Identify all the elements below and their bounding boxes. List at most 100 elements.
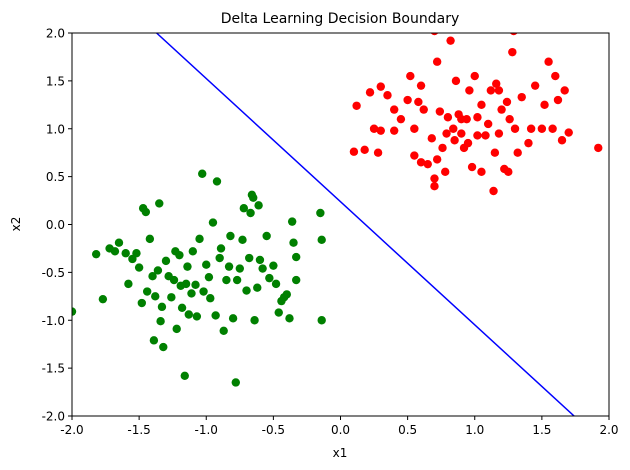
data-point-0-20 xyxy=(430,174,439,183)
data-point-1-83 xyxy=(317,235,326,245)
data-point-0-2 xyxy=(365,88,375,97)
data-point-1-85 xyxy=(121,249,130,258)
data-point-1-44 xyxy=(208,218,218,227)
data-point-0-63 xyxy=(553,95,563,105)
data-point-0-7 xyxy=(352,101,361,110)
data-point-1-27 xyxy=(175,250,184,260)
data-point-0-45 xyxy=(494,86,504,95)
data-point-1-58 xyxy=(239,204,249,213)
data-point-1-82 xyxy=(316,208,325,218)
data-point-0-48 xyxy=(502,97,512,107)
data-point-1-87 xyxy=(142,287,152,296)
y-tick-label: 0.0 xyxy=(46,218,65,232)
data-point-0-23 xyxy=(438,143,447,153)
y-tick-label: 0.5 xyxy=(46,170,65,184)
data-point-1-61 xyxy=(246,208,255,218)
data-point-0-74 xyxy=(473,113,482,122)
data-point-1-68 xyxy=(258,264,267,273)
data-point-1-32 xyxy=(183,262,192,271)
data-point-1-64 xyxy=(250,316,259,325)
data-point-0-10 xyxy=(403,95,412,105)
data-point-1-70 xyxy=(265,273,274,283)
data-point-0-25 xyxy=(442,129,451,138)
data-point-1-54 xyxy=(231,378,240,387)
y-tick-label: -1.0 xyxy=(42,314,65,328)
data-point-0-69 xyxy=(457,114,466,124)
data-point-0-1 xyxy=(360,145,369,155)
data-point-1-31 xyxy=(181,279,191,289)
data-point-1-23 xyxy=(167,293,176,302)
data-point-1-26 xyxy=(172,324,181,334)
y-tick-label: 1.5 xyxy=(46,74,65,88)
data-point-0-55 xyxy=(524,138,533,148)
data-point-0-42 xyxy=(489,186,498,196)
data-point-1-46 xyxy=(212,177,222,186)
data-point-0-77 xyxy=(383,91,392,100)
data-point-0-50 xyxy=(508,47,517,57)
data-point-1-13 xyxy=(148,272,157,281)
data-point-0-68 xyxy=(430,33,439,36)
data-point-0-8 xyxy=(390,126,399,135)
data-point-1-33 xyxy=(184,310,193,319)
data-point-1-2 xyxy=(98,294,108,304)
data-point-0-75 xyxy=(450,136,459,145)
data-point-1-20 xyxy=(159,342,168,352)
data-point-0-72 xyxy=(504,167,513,177)
data-point-1-53 xyxy=(228,314,238,323)
y-tick-label: -0.5 xyxy=(42,266,65,280)
data-point-0-18 xyxy=(427,134,436,143)
data-point-0-73 xyxy=(432,57,442,66)
data-point-0-70 xyxy=(390,105,399,114)
data-point-1-36 xyxy=(191,280,200,290)
x-tick-label: -0.5 xyxy=(262,423,285,437)
data-point-0-13 xyxy=(414,97,423,107)
data-point-1-59 xyxy=(242,286,251,295)
data-point-0-36 xyxy=(470,71,479,81)
data-point-1-9 xyxy=(137,298,147,308)
data-point-1-14 xyxy=(149,336,159,345)
data-point-1-34 xyxy=(187,289,196,298)
data-point-0-65 xyxy=(560,86,569,95)
x-tick-label: 0.0 xyxy=(331,423,350,437)
data-point-1-29 xyxy=(177,303,187,313)
data-point-1-60 xyxy=(245,253,254,263)
x-tick-label: 2.0 xyxy=(599,423,618,437)
data-point-1-39 xyxy=(198,169,207,178)
data-point-0-56 xyxy=(526,124,536,133)
data-point-1-30 xyxy=(180,371,189,380)
data-point-0-76 xyxy=(416,81,426,90)
data-point-1-15 xyxy=(151,292,160,301)
data-point-1-16 xyxy=(153,266,163,275)
data-point-1-45 xyxy=(211,311,220,320)
data-point-0-46 xyxy=(497,105,506,114)
data-point-0-71 xyxy=(477,167,486,177)
data-point-0-62 xyxy=(551,71,560,81)
data-point-0-67 xyxy=(594,143,603,153)
data-point-1-48 xyxy=(216,244,226,253)
data-point-0-54 xyxy=(517,92,526,102)
data-point-0-58 xyxy=(537,124,547,133)
data-point-1-71 xyxy=(269,261,278,270)
x-tick-label: -1.5 xyxy=(127,423,150,437)
data-point-1-67 xyxy=(255,255,265,265)
data-point-0-21 xyxy=(432,155,442,164)
data-point-0-19 xyxy=(430,182,439,191)
data-point-0-40 xyxy=(483,119,493,129)
data-point-1-41 xyxy=(202,260,211,269)
data-point-0-24 xyxy=(441,167,450,177)
data-point-1-0 xyxy=(72,307,77,316)
data-point-0-11 xyxy=(406,71,415,81)
data-point-0-26 xyxy=(443,113,453,122)
boundary-line-layer xyxy=(156,33,575,416)
data-point-1-78 xyxy=(287,217,297,226)
data-point-0-28 xyxy=(449,124,458,133)
data-point-1-6 xyxy=(124,279,133,289)
data-point-0-29 xyxy=(451,76,461,86)
data-point-1-56 xyxy=(235,264,245,273)
decision-boundary-line xyxy=(156,33,575,416)
data-point-0-38 xyxy=(477,100,486,110)
data-point-1-69 xyxy=(262,231,271,241)
data-point-1-79 xyxy=(289,238,298,247)
data-point-0-22 xyxy=(435,107,445,116)
data-point-0-66 xyxy=(564,128,573,137)
